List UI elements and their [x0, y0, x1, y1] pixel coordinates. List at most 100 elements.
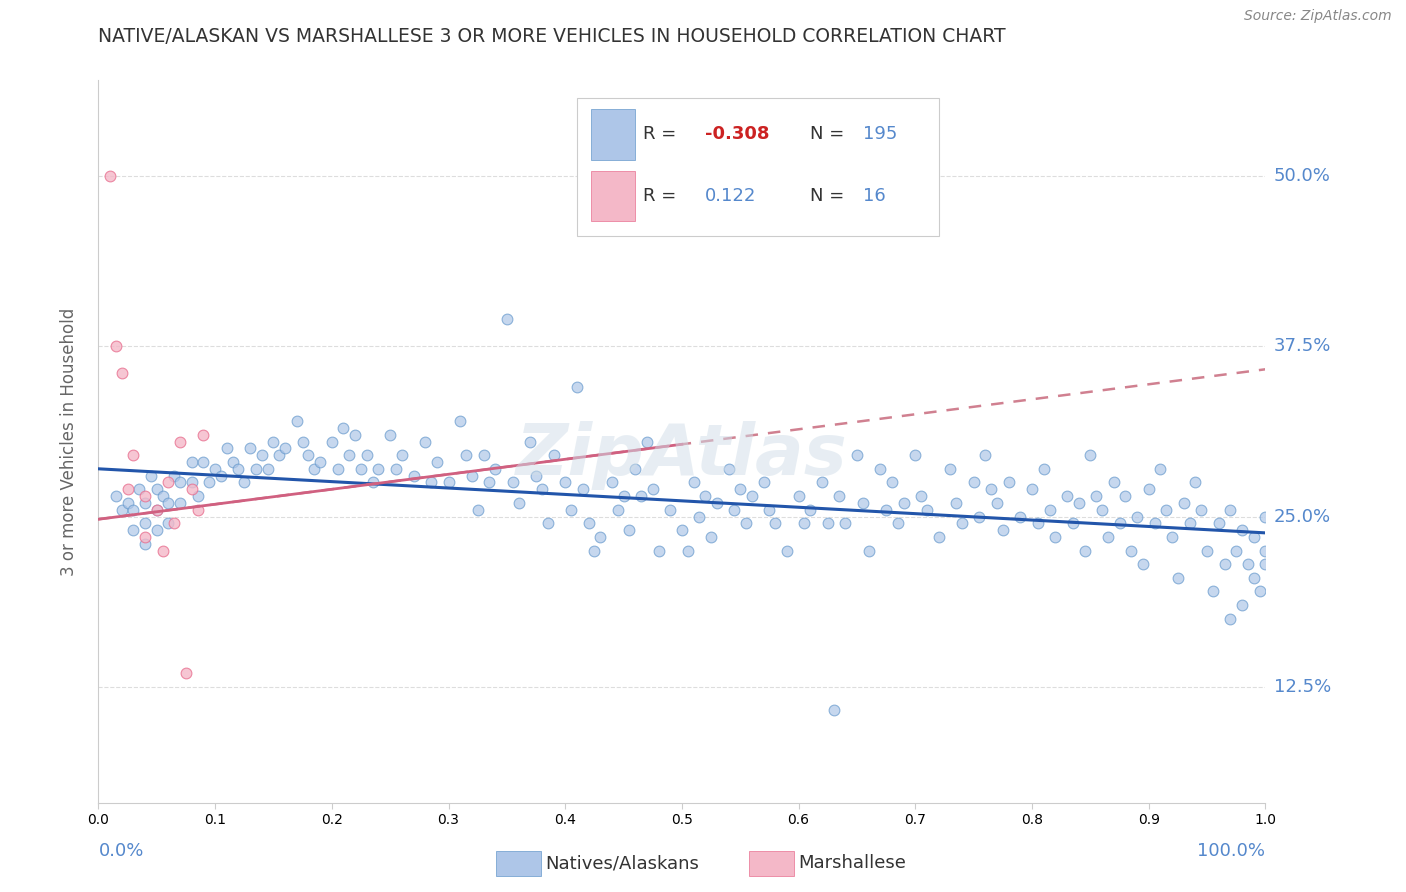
- Point: [1249, 584, 1271, 599]
- Point: [180, 475, 202, 490]
- Point: [910, 489, 932, 503]
- Point: [600, 475, 623, 490]
- Point: [146, 523, 169, 537]
- Point: [636, 434, 658, 449]
- Point: [134, 496, 156, 510]
- Point: [332, 421, 354, 435]
- Point: [420, 475, 443, 490]
- Point: [344, 427, 367, 442]
- Point: [285, 414, 308, 428]
- Text: R =: R =: [644, 187, 676, 205]
- Point: [904, 448, 927, 462]
- Point: [962, 475, 984, 490]
- Point: [1178, 516, 1201, 531]
- Point: [163, 468, 186, 483]
- FancyBboxPatch shape: [576, 98, 939, 235]
- Text: Natives/Alaskans: Natives/Alaskans: [546, 855, 699, 872]
- Point: [104, 339, 127, 353]
- Point: [1189, 502, 1212, 516]
- Point: [1254, 543, 1277, 558]
- Point: [583, 543, 606, 558]
- Point: [695, 489, 717, 503]
- Point: [128, 482, 150, 496]
- Text: 50.0%: 50.0%: [1274, 167, 1330, 185]
- Point: [98, 169, 121, 183]
- Point: [730, 482, 752, 496]
- Text: Source: ZipAtlas.com: Source: ZipAtlas.com: [1244, 9, 1392, 23]
- Point: [437, 475, 460, 490]
- Point: [111, 367, 134, 381]
- Text: 0.0%: 0.0%: [98, 842, 143, 860]
- Point: [1056, 489, 1078, 503]
- Point: [139, 468, 162, 483]
- Point: [478, 475, 501, 490]
- Point: [1173, 496, 1195, 510]
- Point: [391, 448, 413, 462]
- Point: [304, 462, 326, 476]
- Point: [793, 516, 815, 531]
- Text: 12.5%: 12.5%: [1274, 678, 1331, 696]
- Text: N =: N =: [810, 187, 845, 205]
- Point: [758, 502, 780, 516]
- Point: [1230, 598, 1253, 612]
- Point: [221, 455, 243, 469]
- FancyBboxPatch shape: [591, 170, 636, 221]
- Point: [1167, 571, 1189, 585]
- Point: [1062, 516, 1084, 531]
- Point: [1085, 489, 1108, 503]
- Point: [239, 442, 262, 456]
- Point: [613, 489, 636, 503]
- Point: [1010, 509, 1032, 524]
- Point: [752, 475, 775, 490]
- Point: [706, 496, 728, 510]
- Point: [811, 475, 834, 490]
- Point: [1243, 571, 1265, 585]
- Point: [735, 516, 758, 531]
- Point: [1038, 502, 1060, 516]
- Point: [723, 502, 745, 516]
- Point: [193, 455, 215, 469]
- Point: [163, 516, 186, 531]
- Point: [262, 434, 284, 449]
- Point: [1213, 558, 1236, 572]
- Point: [134, 489, 156, 503]
- Point: [309, 455, 332, 469]
- Point: [204, 462, 226, 476]
- Point: [1154, 502, 1177, 516]
- Point: [776, 543, 799, 558]
- Point: [472, 448, 495, 462]
- Point: [1254, 558, 1277, 572]
- Point: [152, 543, 174, 558]
- Point: [1045, 530, 1067, 544]
- Point: [1121, 543, 1143, 558]
- Text: 16: 16: [863, 187, 886, 205]
- Point: [361, 475, 384, 490]
- Point: [297, 448, 319, 462]
- Text: N =: N =: [810, 126, 851, 144]
- Point: [467, 502, 489, 516]
- Point: [606, 502, 628, 516]
- Point: [146, 502, 169, 516]
- Point: [1091, 502, 1114, 516]
- Point: [111, 502, 134, 516]
- Point: [641, 482, 664, 496]
- Point: [1219, 502, 1241, 516]
- Point: [787, 489, 810, 503]
- Point: [1073, 543, 1095, 558]
- Point: [887, 516, 910, 531]
- Point: [671, 523, 693, 537]
- Point: [1143, 516, 1166, 531]
- Text: ZipAtlas: ZipAtlas: [516, 422, 848, 491]
- Point: [209, 468, 232, 483]
- Point: [117, 496, 139, 510]
- Point: [1225, 543, 1247, 558]
- Point: [717, 462, 740, 476]
- Point: [385, 462, 408, 476]
- Point: [1195, 543, 1218, 558]
- Point: [875, 502, 897, 516]
- Point: [741, 489, 763, 503]
- Point: [1080, 448, 1102, 462]
- Point: [180, 455, 202, 469]
- Point: [530, 482, 553, 496]
- Point: [659, 502, 682, 516]
